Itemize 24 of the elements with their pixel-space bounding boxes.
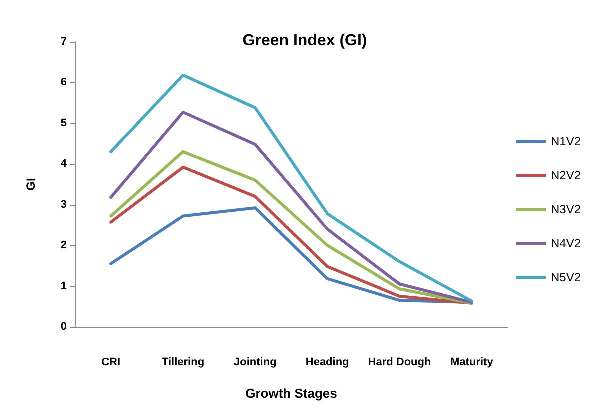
legend-label: N2V2: [550, 168, 582, 182]
legend-label: N4V2: [550, 236, 582, 250]
y-axis-title: GI: [24, 178, 38, 191]
legend-label: N3V2: [550, 202, 582, 216]
y-tick-label: 1: [60, 280, 67, 292]
y-tick-label: 2: [60, 240, 67, 252]
x-axis-title: Growth Stages: [246, 386, 338, 401]
y-tick-label: 7: [60, 36, 67, 48]
x-tick-label: Tillering: [162, 356, 205, 368]
y-tick-label: 6: [60, 76, 67, 89]
line-series: [110, 74, 474, 303]
y-tick-label: 5: [60, 117, 67, 130]
y-tick-label: 4: [60, 158, 68, 170]
x-tick-label: Heading: [306, 356, 350, 368]
chart-title: Green Index (GI): [242, 32, 368, 50]
x-tick-label: CRI: [102, 356, 121, 368]
line-series: [110, 110, 474, 304]
x-tick-label: Maturity: [450, 356, 494, 368]
y-tick-label: 3: [60, 198, 67, 211]
legend-label: N5V2: [550, 270, 582, 284]
x-tick-label: Hard Dough: [368, 356, 432, 368]
y-tick-label: 0: [60, 321, 67, 333]
x-tick-label: Jointing: [234, 356, 277, 368]
legend-label: N1V2: [550, 134, 582, 148]
